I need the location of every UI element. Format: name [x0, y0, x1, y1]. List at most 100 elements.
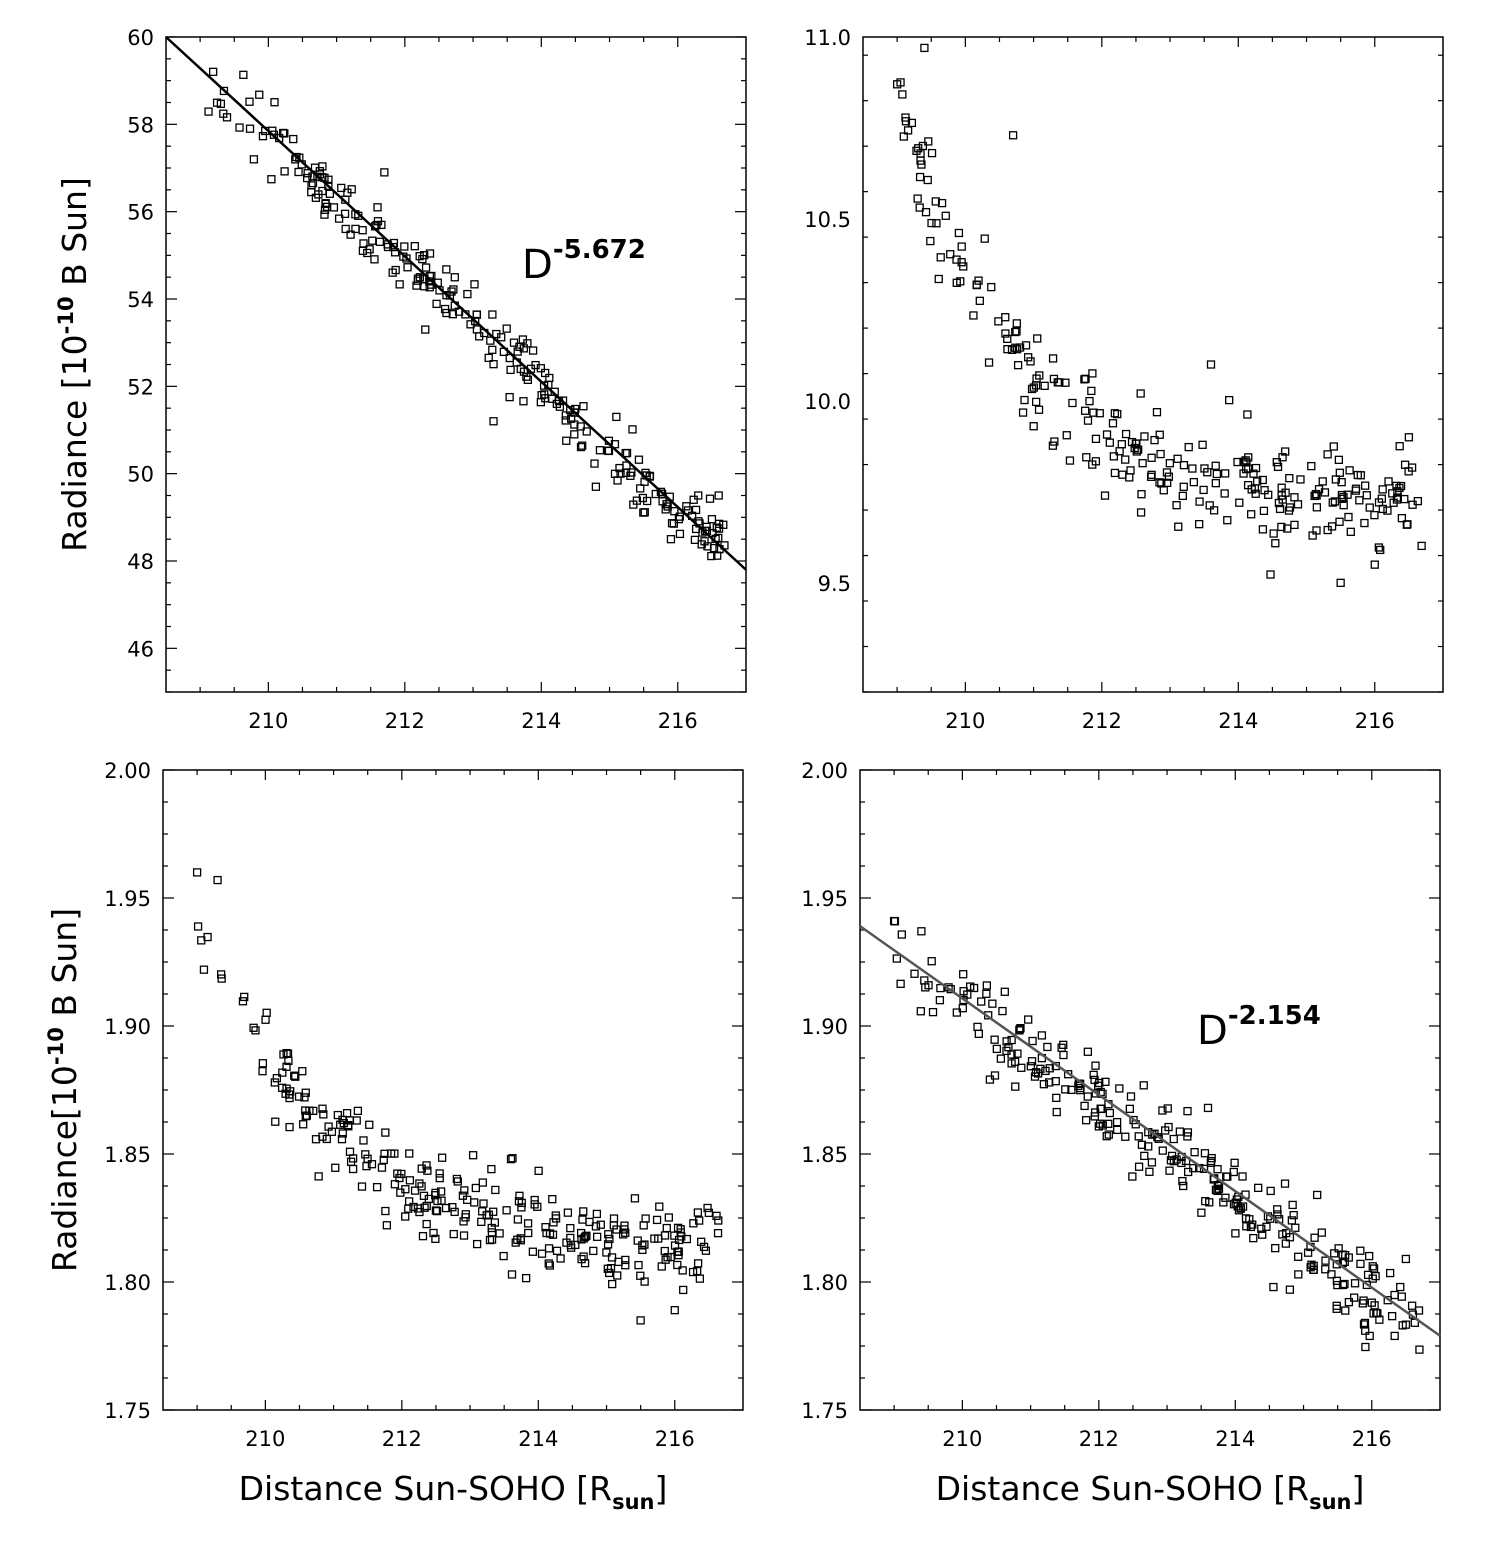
- data-point: [1003, 345, 1012, 354]
- data-point: [410, 242, 419, 251]
- data-point: [630, 1194, 640, 1203]
- data-point: [235, 123, 244, 132]
- data-point: [209, 67, 218, 76]
- data-point: [1339, 501, 1348, 510]
- data-point: [652, 1215, 662, 1225]
- data-point: [322, 1134, 331, 1144]
- data-point: [670, 1306, 679, 1315]
- data-point: [1158, 1106, 1167, 1115]
- data-point: [1290, 520, 1299, 530]
- data-point: [1318, 477, 1327, 486]
- fit-label-base: D: [1197, 1008, 1228, 1054]
- data-point: [534, 1166, 543, 1175]
- data-point: [1212, 469, 1222, 479]
- data-point: [541, 1223, 550, 1232]
- data-point: [1138, 459, 1147, 468]
- data-point: [1012, 345, 1022, 354]
- data-point: [290, 1071, 299, 1080]
- y-tick-label: 1.95: [104, 887, 151, 911]
- data-point: [270, 98, 279, 107]
- data-point: [1152, 408, 1162, 417]
- data-point: [278, 128, 288, 138]
- data-point: [1158, 1146, 1167, 1155]
- data-point: [1136, 389, 1145, 398]
- fit-label: D-2.154: [1197, 1001, 1321, 1054]
- data-point: [519, 397, 528, 406]
- data-point: [341, 224, 350, 234]
- data-point: [370, 255, 379, 264]
- data-points: [892, 43, 1426, 587]
- data-point: [472, 1239, 482, 1249]
- data-point: [528, 1247, 538, 1256]
- data-point: [1178, 1176, 1187, 1186]
- data-point: [1369, 1309, 1378, 1318]
- data-point: [1395, 442, 1404, 451]
- data-point: [1179, 1181, 1188, 1191]
- data-point: [697, 1237, 706, 1246]
- data-point: [404, 1204, 413, 1213]
- data-point: [1281, 488, 1290, 497]
- data-point: [1407, 1301, 1417, 1310]
- data-point: [1296, 475, 1305, 484]
- data-point: [634, 1260, 643, 1270]
- data-point: [471, 1183, 480, 1193]
- data-point: [579, 1207, 588, 1216]
- data-point: [1335, 517, 1344, 526]
- y-tick-label: 1.75: [104, 1399, 151, 1423]
- data-point: [604, 1230, 613, 1239]
- data-point: [432, 299, 441, 309]
- data-point: [285, 1122, 294, 1132]
- data-point: [674, 514, 684, 524]
- data-point: [1013, 1049, 1022, 1058]
- data-point: [1233, 457, 1242, 467]
- data-point: [957, 242, 966, 251]
- y-tick-label: 10.0: [804, 390, 851, 414]
- data-point: [1223, 516, 1232, 525]
- data-point: [678, 1266, 687, 1275]
- data-point: [536, 397, 546, 407]
- data-point: [602, 1248, 611, 1257]
- data-point: [1110, 468, 1120, 478]
- data-point: [713, 1229, 723, 1238]
- data-point: [435, 1173, 444, 1183]
- data-point: [656, 487, 666, 497]
- data-point: [452, 1174, 462, 1184]
- data-point: [1206, 1158, 1215, 1167]
- data-point: [1414, 1306, 1424, 1315]
- data-point: [509, 338, 519, 347]
- data-point: [1278, 453, 1287, 462]
- data-point: [927, 148, 937, 158]
- data-point: [913, 194, 922, 203]
- data-point: [579, 402, 588, 411]
- x-axis-label-text: Distance Sun-SOHO [R: [936, 1469, 1309, 1508]
- data-point: [1350, 1293, 1359, 1302]
- data-point: [402, 254, 411, 263]
- data-point: [1167, 1151, 1177, 1161]
- data-point: [539, 381, 549, 390]
- data-point: [1050, 437, 1059, 446]
- data-point: [545, 373, 554, 383]
- data-point: [892, 80, 902, 89]
- data-point: [506, 365, 515, 375]
- data-point: [693, 1208, 703, 1217]
- data-point: [507, 1270, 517, 1279]
- data-point: [1370, 1301, 1379, 1310]
- data-point: [1344, 512, 1353, 522]
- y-axis-label-text: Radiance [10: [55, 334, 94, 551]
- data-point: [1211, 461, 1220, 470]
- data-point: [1244, 464, 1253, 473]
- data-point: [1229, 1167, 1238, 1177]
- data-point: [1091, 457, 1101, 466]
- data-point: [1312, 503, 1322, 512]
- data-point: [966, 982, 975, 991]
- data-point: [1198, 440, 1207, 449]
- data-point: [521, 1273, 531, 1283]
- data-point: [931, 197, 940, 206]
- data-point: [523, 1219, 533, 1228]
- data-point: [676, 1225, 685, 1234]
- data-point: [954, 228, 964, 238]
- data-point: [591, 1222, 601, 1231]
- data-point: [974, 276, 983, 285]
- data-point: [495, 1229, 504, 1238]
- data-point: [1089, 1070, 1098, 1079]
